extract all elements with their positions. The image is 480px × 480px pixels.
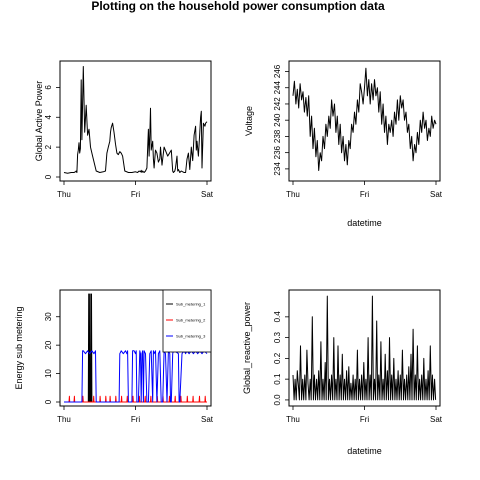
chart-voltage: Thu Fri Sat datetime 234 236 238 240 242 244 246 Vo… (244, 60, 443, 228)
x-tick-label: Sat (430, 190, 443, 199)
legend-label: Sub_metering_3 (176, 334, 206, 339)
x-tick-label: Fri (360, 415, 370, 424)
x-tick-label: Thu (286, 415, 300, 424)
figure-title: Plotting on the household power consumpt… (91, 0, 385, 13)
x-tick-label: Sat (430, 415, 443, 424)
y-tick-label: 0 (44, 174, 53, 179)
x-tick-label: Thu (286, 190, 300, 199)
y-axis-label: Voltage (244, 106, 254, 136)
y-tick-label: 0.2 (273, 352, 282, 364)
y-tick-label: 0.0 (273, 394, 282, 406)
y-tick-label: 234 (273, 162, 282, 176)
x-tick-label: Thu (57, 415, 71, 424)
y-tick-label: 2 (44, 144, 53, 149)
y-tick-label: 246 (273, 64, 282, 78)
y-tick-label: 0.4 (273, 311, 282, 323)
series-line-sub-metering-2 (64, 395, 207, 403)
chart-reactive: Thu Fri Sat datetime 0.0 0.1 0.2 0.3 0.4 Global_r… (242, 289, 443, 456)
y-axis-label: Global Active Power (34, 81, 44, 162)
y-tick-label: 30 (44, 312, 53, 321)
y-tick-label: 0.3 (273, 332, 282, 344)
x-tick-label: Sat (201, 415, 214, 424)
legend: Sub_metering_1 Sub_metering_2 Sub_metering… (162, 289, 212, 353)
y-tick-label: 6 (44, 85, 53, 90)
y-tick-label: 238 (273, 129, 282, 143)
y-tick-label: 0.1 (273, 373, 282, 385)
legend-box (162, 289, 212, 353)
x-tick-label: Thu (57, 190, 71, 199)
y-tick-label: 10 (44, 369, 53, 378)
y-tick-label: 240 (273, 113, 282, 127)
y-tick-label: 236 (273, 145, 282, 159)
series-line-voltage (292, 67, 437, 171)
y-tick-label: 0 (44, 399, 53, 404)
x-axis-label: datetime (347, 218, 382, 228)
series-line-gap (63, 66, 208, 174)
x-tick-label: Sat (201, 190, 214, 199)
y-axis-label: Global_reactive_power (242, 302, 252, 394)
y-tick-label: 4 (44, 114, 53, 119)
y-tick-label: 244 (273, 81, 282, 95)
y-axis-label: Energy sub metering (14, 306, 24, 389)
x-axis-label: datetime (347, 446, 382, 456)
x-tick-label: Fri (131, 190, 141, 199)
y-tick-label: 242 (273, 97, 282, 111)
x-tick-label: Fri (360, 190, 370, 199)
legend-label: Sub_metering_2 (176, 318, 206, 323)
legend-label: Sub_metering_1 (176, 302, 206, 307)
chart-submetering: Thu Fri Sat 0 10 20 30 Energy sub metering Sub_m… (14, 289, 214, 424)
series-line-reactive (292, 295, 437, 401)
series-line-sub-metering-3 (64, 350, 208, 403)
y-tick-label: 20 (44, 340, 53, 349)
x-tick-label: Fri (131, 415, 141, 424)
